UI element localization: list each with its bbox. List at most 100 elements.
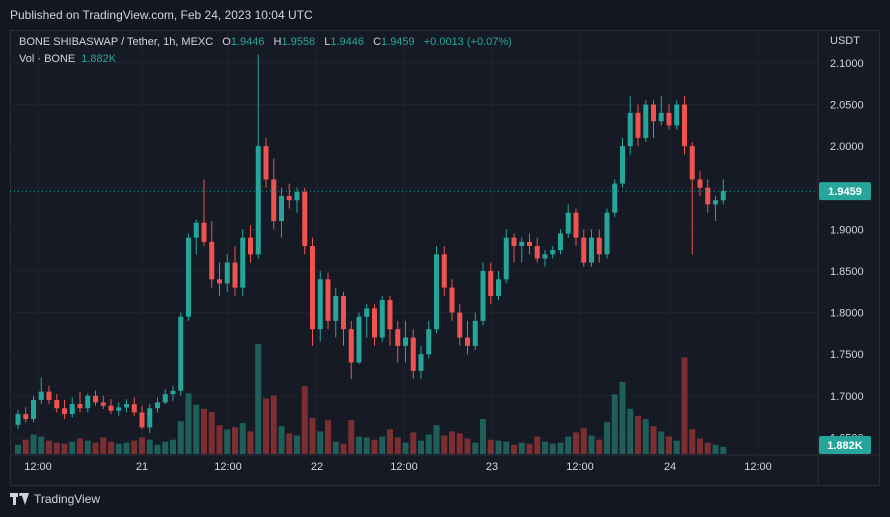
candle-body xyxy=(705,187,711,205)
y-tick-label: 2.0000 xyxy=(830,141,864,153)
candle-body xyxy=(155,402,160,409)
symbol-title[interactable]: BONE SHIBASWAP / Tether, 1h, MEXC xyxy=(19,36,214,48)
candle-body xyxy=(573,212,579,238)
volume-bar xyxy=(255,344,262,454)
volume-bar xyxy=(247,431,254,454)
x-tick-label: 12:00 xyxy=(24,461,52,473)
volume-bar xyxy=(410,432,417,454)
volume-bar xyxy=(69,441,76,454)
candle-body xyxy=(503,237,509,280)
volume-bar xyxy=(224,429,231,454)
candle-body xyxy=(581,237,587,263)
candle-body xyxy=(46,391,52,400)
y-tick-label: 2.0500 xyxy=(830,100,864,112)
volume-bar xyxy=(565,436,572,454)
candle-body xyxy=(682,104,687,147)
candle-body xyxy=(589,237,594,263)
brand-name: TradingView xyxy=(34,492,101,506)
candle-body xyxy=(232,262,238,288)
published-note: Published on TradingView.com, Feb 24, 20… xyxy=(10,8,313,22)
candle-body xyxy=(131,404,137,413)
candle-body xyxy=(643,104,649,138)
candle-body xyxy=(193,222,199,238)
volume-bar xyxy=(542,441,548,454)
candle-body xyxy=(480,270,486,321)
candle-body xyxy=(697,179,703,188)
x-tick-label: 21 xyxy=(136,461,148,473)
y-tick-label: 1.7500 xyxy=(830,349,864,361)
y-tick-label: 2.1000 xyxy=(830,58,864,70)
volume-bar xyxy=(22,439,29,454)
candle-body xyxy=(310,246,315,330)
candle-body xyxy=(100,402,106,406)
volume-bar xyxy=(294,435,300,454)
volume-bar xyxy=(673,440,680,454)
volume-bar xyxy=(146,439,153,454)
x-tick-label: 12:00 xyxy=(744,461,772,473)
candle-body xyxy=(627,112,633,147)
high-value: 1.9558 xyxy=(281,36,316,48)
volume-bar xyxy=(38,436,45,454)
candle-body xyxy=(364,308,370,317)
volume-bar xyxy=(666,436,672,454)
candle-body xyxy=(248,237,253,255)
tradingview-logo-icon xyxy=(10,493,29,505)
volume-bar xyxy=(425,434,432,454)
candle-body xyxy=(720,191,726,201)
volume-bar xyxy=(61,443,68,454)
low-value: 1.9446 xyxy=(330,36,364,48)
candle-body xyxy=(348,329,354,363)
footer-brand[interactable]: TradingView xyxy=(10,492,100,506)
candle-body xyxy=(379,300,385,338)
volume-bar xyxy=(270,395,277,454)
volume-bar xyxy=(46,440,52,454)
volume-bar xyxy=(92,442,99,454)
volume-bar xyxy=(263,398,269,454)
x-tick-label: 12:00 xyxy=(214,461,242,473)
candle-body xyxy=(713,200,718,205)
volume-bar xyxy=(379,436,386,454)
volume-bar xyxy=(503,441,510,454)
volume-bar xyxy=(108,441,114,454)
volume-bar xyxy=(309,418,316,454)
candle-body xyxy=(302,191,308,246)
volume-bar xyxy=(418,440,424,454)
candle-body xyxy=(457,312,463,338)
volume-bar xyxy=(511,444,517,454)
volume-bar xyxy=(115,443,122,454)
x-tick-label: 12:00 xyxy=(390,461,418,473)
candle-body xyxy=(116,407,122,411)
candle-body xyxy=(658,112,664,122)
candle-body xyxy=(449,287,455,313)
volume-bar xyxy=(580,428,587,454)
volume-bar xyxy=(317,431,324,454)
volume-legend: Vol · BONE 1.882K xyxy=(19,53,116,65)
volume-bar xyxy=(170,439,176,454)
volume-bar xyxy=(487,439,494,454)
volume-bar xyxy=(650,426,657,454)
volume-bar xyxy=(681,357,688,454)
volume-bar xyxy=(332,441,339,454)
candle-body xyxy=(558,233,563,251)
volume-bar xyxy=(658,431,665,454)
volume-value: 1.882K xyxy=(81,53,117,65)
candle-body xyxy=(271,179,277,222)
candle-body xyxy=(395,329,401,346)
candle-body xyxy=(674,104,680,126)
volume-bar xyxy=(371,439,378,454)
candle-body xyxy=(186,237,191,317)
close-value: 1.9459 xyxy=(381,36,415,48)
volume-bar xyxy=(363,437,370,454)
last-volume-label: 1.882K xyxy=(827,440,863,452)
candle-body xyxy=(426,329,432,355)
volume-label[interactable]: Vol · BONE xyxy=(19,53,76,65)
volume-bar xyxy=(208,411,215,454)
volume-bar xyxy=(84,440,91,454)
volume-bar xyxy=(123,442,130,454)
volume-bar xyxy=(642,419,649,454)
volume-bar xyxy=(712,444,719,454)
candlestick-chart[interactable]: 2.10002.05002.00001.95001.90001.85001.80… xyxy=(10,30,880,486)
close-label: C xyxy=(373,36,382,48)
candle-body xyxy=(31,399,36,420)
candle-body xyxy=(77,404,83,409)
